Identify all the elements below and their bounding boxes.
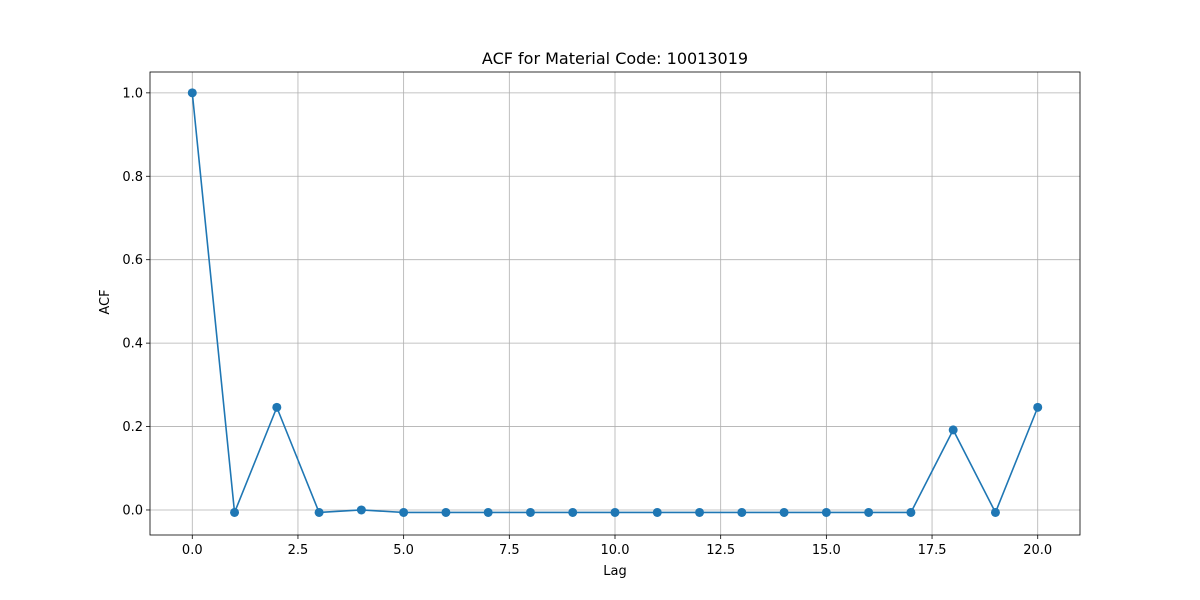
- x-tick-label: 7.5: [499, 543, 520, 558]
- x-tick-label: 10.0: [601, 543, 630, 558]
- acf-point: [779, 507, 789, 517]
- acf-point: [525, 507, 535, 517]
- y-tick-label: 0.8: [122, 170, 143, 185]
- acf-point: [187, 88, 197, 98]
- acf-point: [864, 507, 874, 517]
- acf-point: [906, 507, 916, 517]
- acf-point: [399, 507, 409, 517]
- acf-point: [737, 507, 747, 517]
- y-tick-label: 0.6: [122, 253, 143, 268]
- y-tick-label: 0.0: [122, 503, 143, 518]
- acf-point: [272, 402, 282, 412]
- markers-layer: [187, 88, 1043, 517]
- y-tick-label: 1.0: [122, 86, 143, 101]
- x-tick-label: 2.5: [288, 543, 309, 558]
- acf-point: [441, 507, 451, 517]
- acf-point: [695, 507, 705, 517]
- acf-point: [230, 507, 240, 517]
- acf-point: [610, 507, 620, 517]
- acf-point: [356, 505, 366, 515]
- x-tick-label: 12.5: [706, 543, 735, 558]
- chart-title: ACF for Material Code: 10013019: [482, 49, 748, 68]
- acf-point: [314, 507, 324, 517]
- y-tick-label: 0.4: [122, 337, 143, 352]
- x-ticks: 0.0 2.5 5.0 7.5 10.0 12.5 15.0 17.5 20.0: [182, 535, 1052, 558]
- x-tick-label: 20.0: [1023, 543, 1052, 558]
- acf-point: [948, 425, 958, 435]
- y-tick-label: 0.2: [122, 420, 143, 435]
- x-tick-label: 5.0: [393, 543, 414, 558]
- acf-point: [568, 507, 578, 517]
- acf-point: [990, 507, 1000, 517]
- y-axis-title: ACF: [98, 289, 113, 314]
- x-tick-label: 15.0: [812, 543, 841, 558]
- x-axis-title: Lag: [603, 564, 626, 579]
- acf-point: [483, 507, 493, 517]
- x-tick-label: 17.5: [918, 543, 947, 558]
- acf-point: [652, 507, 662, 517]
- y-ticks: 0.0 0.2 0.4 0.6 0.8 1.0: [122, 86, 150, 518]
- acf-point: [821, 507, 831, 517]
- x-tick-label: 0.0: [182, 543, 203, 558]
- acf-point: [1033, 402, 1043, 412]
